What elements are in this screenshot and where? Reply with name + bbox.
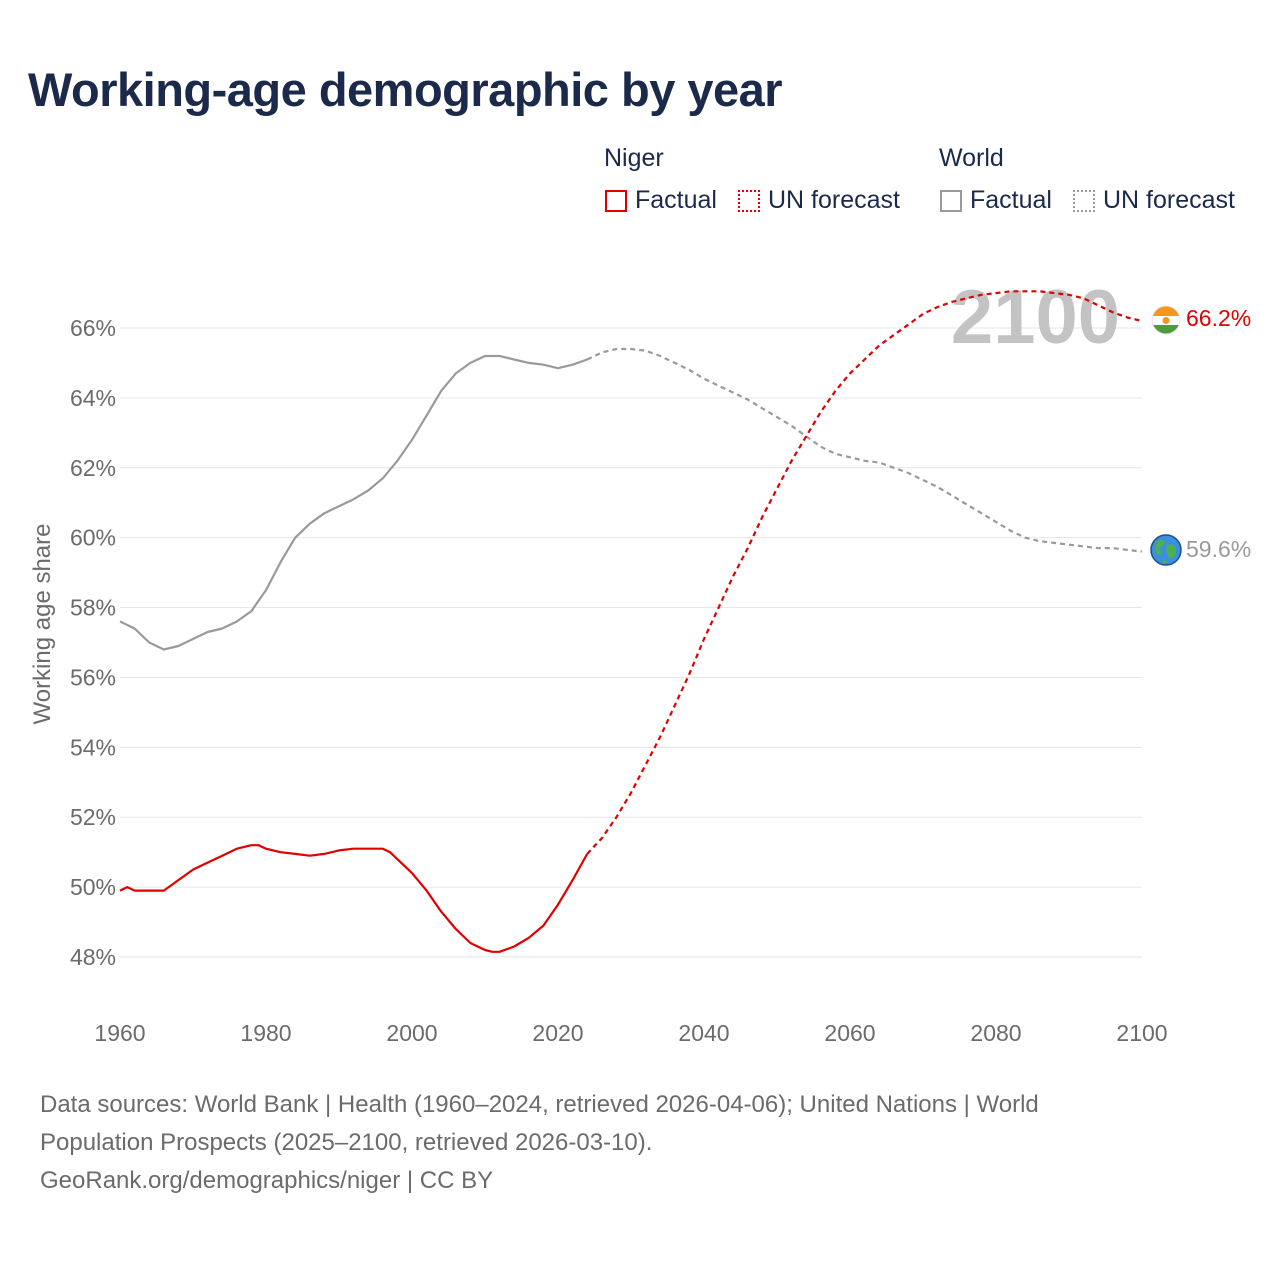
world-forecast-line	[586, 347, 1143, 553]
x-tick-label: 2020	[532, 1020, 583, 1046]
sources-line-3[interactable]: GeoRank.org/demographics/niger | CC BY	[40, 1167, 494, 1194]
year-watermark: 2100	[951, 275, 1120, 360]
legend-niger-forecast[interactable]: UN forecast	[738, 186, 900, 215]
world-factual-line	[119, 354, 588, 651]
x-tick-label: 1960	[94, 1020, 145, 1046]
y-tick-label: 54%	[70, 734, 116, 760]
data-series	[119, 290, 1143, 953]
x-axis-ticks: 1960 1980 2000 2020 2040 2060 2080 2100	[94, 1020, 1167, 1046]
y-tick-label: 56%	[70, 664, 116, 690]
legend-niger-factual-swatch	[605, 189, 627, 212]
legend-world-factual-swatch	[940, 189, 962, 212]
niger-forecast-line	[586, 290, 1143, 855]
x-tick-label: 2000	[386, 1020, 437, 1046]
line-chart: 48% 50% 52% 54% 56% 58% 60% 62% 64% 66% 1960 1980 2…	[29, 275, 1251, 1046]
legend-group-niger: Niger	[604, 144, 664, 172]
y-tick-label: 58%	[70, 595, 116, 621]
y-tick-label: 48%	[70, 944, 116, 970]
y-tick-label: 52%	[70, 804, 116, 830]
globe-icon	[1150, 534, 1182, 566]
sources-line-2: Population Prospects (2025–2100, retriev…	[40, 1129, 653, 1156]
x-tick-label: 2080	[970, 1020, 1021, 1046]
legend-world-factual[interactable]: Factual	[940, 186, 1052, 215]
legend-world-factual-label: Factual	[970, 186, 1052, 214]
chart-title: Working-age demographic by year	[28, 63, 783, 116]
x-tick-label: 1980	[240, 1020, 291, 1046]
gridlines	[120, 327, 1142, 958]
y-tick-label: 66%	[70, 315, 116, 341]
data-sources: Data sources: World Bank | Health (1960–…	[40, 1086, 1240, 1200]
y-axis-ticks: 48% 50% 52% 54% 56% 58% 60% 62% 64% 66%	[70, 315, 116, 970]
world-end-value: 59.6%	[1186, 536, 1251, 562]
legend-niger-forecast-label: UN forecast	[768, 186, 900, 214]
legend-niger-forecast-swatch	[738, 189, 760, 212]
legend-world-forecast[interactable]: UN forecast	[1073, 186, 1235, 215]
y-tick-label: 60%	[70, 525, 116, 551]
x-tick-label: 2040	[678, 1020, 729, 1046]
legend-world-forecast-label: UN forecast	[1103, 186, 1235, 214]
niger-end-value: 66.2%	[1186, 305, 1251, 331]
legend-niger-factual-label: Factual	[635, 186, 717, 214]
legend-niger-factual[interactable]: Factual	[605, 186, 717, 215]
legend-group-world: World	[939, 144, 1004, 172]
y-tick-label: 62%	[70, 455, 116, 481]
legend-world-forecast-swatch	[1073, 189, 1095, 212]
y-tick-label: 50%	[70, 874, 116, 900]
niger-flag-icon	[1151, 305, 1181, 335]
niger-factual-line	[119, 844, 589, 953]
y-tick-label: 64%	[70, 385, 116, 411]
y-axis-label: Working age share	[29, 524, 56, 725]
sources-line-1: Data sources: World Bank | Health (1960–…	[40, 1091, 1039, 1118]
x-tick-label: 2100	[1116, 1020, 1167, 1046]
x-tick-label: 2060	[824, 1020, 875, 1046]
